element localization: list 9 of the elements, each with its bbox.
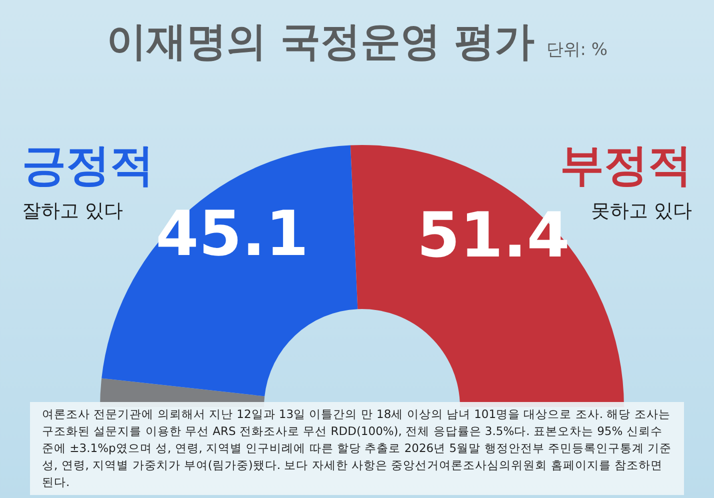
text: 못하고 있다 [590, 200, 692, 222]
data-label: 45.1 [156, 197, 309, 270]
data-label: 51.4 [416, 198, 570, 272]
slice-label: 긍정적 [22, 140, 154, 192]
chart-subtitle: 단위: % [546, 40, 608, 60]
slice-label: 부정적 [560, 140, 692, 192]
chart-title: 이재명의 국정운영 평가 [106, 19, 534, 65]
text: 여론조사 전문기관에 의뢰해서 지난 12일과 13일 이틀간의 만 18세 이상의 남녀 101명을 대상으로 조사. 해당 조사는 구조화된 설문지를 이용한 무선 ARS 전화조사로 무선 RDD(100%), 전체 응답률은 3.5%다. 표본오차는 95% 신뢰수준에 ±3.1%p였으며 성, 연령, 지역별 인구비례에 따른 할당 추출로 2026년 5월말 행정안전부 주민등록인구통계 기준 성, 연령, 지역별 가중치가 부여(림가중)됐다. 보다 자세한 사항은 중앙선거여론조사심의위원회 홈페이지를 참조하면 된다. [30, 402, 684, 495]
text: 잘하고 있다 [22, 199, 124, 224]
